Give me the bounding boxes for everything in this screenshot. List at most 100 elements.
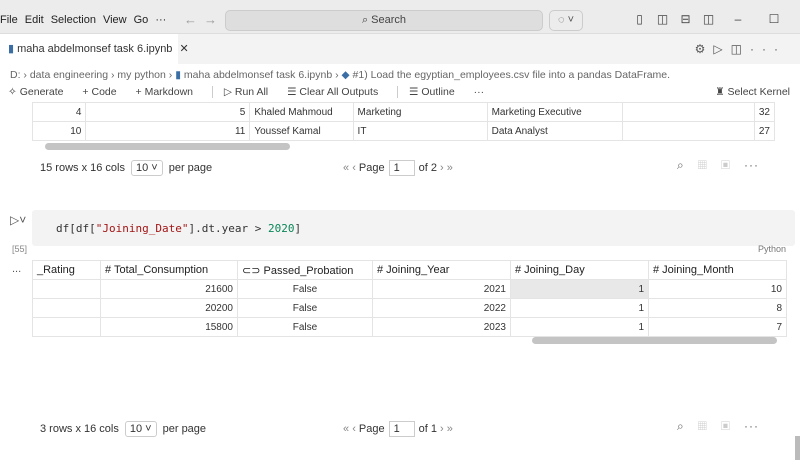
cell: 10 [31,121,87,141]
page-input[interactable]: 1 [388,160,415,176]
last-page-icon[interactable]: » [446,162,453,174]
split-editor-icon[interactable]: ◫ [730,42,750,56]
run-cell-icon[interactable]: ▷˅ [10,213,27,227]
notebook-icon: ▮ [175,69,181,81]
column-header[interactable]: # Total_Consumption [100,260,238,280]
crumb-cell[interactable]: #1) Load the egyptian_employees.csv file… [352,69,671,81]
add-code-button[interactable]: + Code [82,86,117,98]
close-window-icon[interactable]: ✕ [792,12,800,26]
run-all-button[interactable]: ▷ Run All [223,86,269,98]
column-header[interactable]: ⊂⊃ Passed_Probation [237,260,373,280]
cell: 1 [510,317,649,337]
copilot-button[interactable]: ◌ ˅ [549,10,583,31]
add-markdown-button[interactable]: + Markdown [135,86,194,98]
search-box[interactable]: ⌕ Search [225,10,543,31]
column-header[interactable]: _Rating [32,260,101,280]
page-input[interactable]: 1 [388,421,415,437]
next-page-icon[interactable]: › [440,162,444,174]
execution-count: [55] [12,244,28,254]
menu-view[interactable]: View [102,14,127,26]
export-icon[interactable]: ▣ [720,158,745,172]
crumb-subfolder[interactable]: my python [117,69,166,81]
column-header[interactable]: # Joining_Year [372,260,511,280]
toggle-panel-icon[interactable]: ⊟ [680,12,691,26]
rows-cols-label: 15 rows x 16 cols [40,162,125,174]
horizontal-scrollbar[interactable] [45,143,290,150]
crumb-folder[interactable]: data engineering [29,69,109,81]
forward-arrow-icon[interactable]: → [204,12,217,27]
table-output: _Rating # Total_Consumption ⊂⊃ Passed_Prob… [32,260,787,337]
search-icon: ⌕ [361,14,372,26]
toggle-secondary-sidebar-icon[interactable]: ◫ [702,12,715,26]
per-page-select[interactable]: 10 ˅ [124,421,157,437]
tab-bar: ▮ maha abdelmonsef task 6.ipynb ✕ ⚙▷◫··· [0,34,800,64]
table-previous-output: 4 5 Khaled Mahmoud Marketing Marketing Execu… [31,102,776,141]
menu-selection[interactable]: Selection [50,14,96,26]
cell: IT [352,121,488,141]
table-row: 20200 False 2022 1 8 [32,298,787,318]
first-page-icon[interactable]: « [343,162,350,174]
menu-more[interactable]: ··· [155,14,167,26]
more-button[interactable]: ··· [473,86,485,98]
table-footer: 15 rows x 16 cols 10 ˅ per page [40,160,212,176]
pagination: « ‹ Page 1 of 2 › » [343,160,453,176]
notebook-toolbar: ✧ Generate + Code + Markdown ▷ Run All ☰… [8,86,492,99]
customize-layout-icon[interactable]: ▯ [636,12,643,26]
menu-go[interactable]: Go [133,14,149,26]
cell: 8 [648,298,787,318]
crumb-file[interactable]: maha abdelmonsef task 6.ipynb [183,69,333,81]
cell: 27 [753,121,776,141]
table-footer: 3 rows x 16 cols 10 ˅ per page [40,421,206,437]
language-label[interactable]: Python [758,244,787,254]
cell: Khaled Mahmoud [249,102,354,122]
minimize-icon[interactable]: – [734,12,742,26]
cell [621,102,755,122]
per-page-label: per page [162,423,207,435]
first-page-icon[interactable]: « [343,423,350,435]
crumb-drive[interactable]: D: [10,69,21,81]
vertical-scrollbar[interactable] [795,436,800,460]
export-icon[interactable]: ▣ [720,419,745,433]
column-header[interactable]: # Joining_Day [510,260,649,280]
table-header-row: _Rating # Total_Consumption ⊂⊃ Passed_Prob… [32,260,787,280]
toggle-icon: ⊂⊃ [242,264,264,277]
output-more-icon[interactable]: ... [12,263,22,275]
search-icon[interactable]: ⌕ [677,419,698,433]
cell: 11 [85,121,251,141]
search-icon[interactable]: ⌕ [677,158,698,172]
close-tab-icon[interactable]: ✕ [179,43,189,55]
toggle-sidebar-icon[interactable]: ◫ [656,12,669,26]
title-bar: File Edit Selection View Go ··· ← → ⌕ Search … [0,0,800,34]
outline-button[interactable]: ☰ Outline [409,86,455,98]
cell: 2021 [372,279,511,299]
divider [211,86,213,99]
code-line[interactable]: df[df["Joining_Date"].dt.year > 2020] [56,222,302,235]
code-cell[interactable] [32,210,795,246]
horizontal-scrollbar[interactable] [532,337,777,344]
gear-icon[interactable]: ⚙ [694,42,714,56]
back-arrow-icon[interactable]: ← [184,12,197,27]
copy-icon[interactable]: ▦ [697,419,721,433]
menu-file[interactable]: File [0,14,18,26]
next-page-icon[interactable]: › [440,423,444,435]
prev-page-icon[interactable]: ‹ [352,162,356,174]
more-icon[interactable]: ··· [744,419,760,433]
select-kernel-button[interactable]: ♜ Select Kernel [715,86,790,98]
tab-notebook[interactable]: ▮ maha abdelmonsef task 6.ipynb ✕ [0,34,189,64]
copy-icon[interactable]: ▦ [697,158,721,172]
column-header[interactable]: # Joining_Month [648,260,787,280]
table-row: 21600 False 2021 1 10 [32,279,787,299]
prev-page-icon[interactable]: ‹ [352,423,356,435]
more-icon[interactable]: ··· [744,158,760,172]
run-icon[interactable]: ▷ [713,42,731,56]
maximize-icon[interactable]: ☐ [768,12,780,26]
kernel-icon: ♜ [715,86,728,98]
clear-outputs-button[interactable]: ☰ Clear All Outputs [287,86,379,98]
menu-edit[interactable]: Edit [24,14,44,26]
rows-cols-label: 3 rows x 16 cols [40,423,119,435]
more-icon[interactable]: ··· [750,42,786,56]
per-page-select[interactable]: 10 ˅ [130,160,163,176]
generate-button[interactable]: ✧ Generate [8,86,64,98]
cell [32,317,101,337]
last-page-icon[interactable]: » [446,423,453,435]
